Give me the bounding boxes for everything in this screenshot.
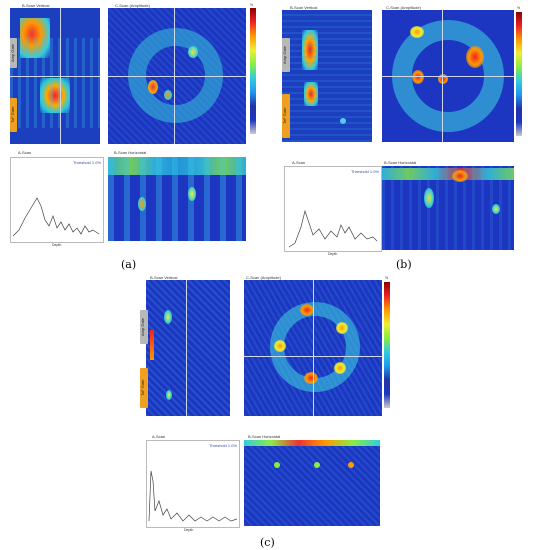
bscan-horizontal-title: B-Scan Horizontal: [114, 150, 147, 155]
colorbar: [516, 12, 522, 136]
bscan-horizontal-view[interactable]: [244, 440, 380, 526]
threshold-label: Threshold 1.0%: [208, 443, 237, 448]
ascan-title: A-Scan: [292, 160, 306, 165]
panel-label: (b): [396, 258, 412, 271]
tof-gate-marker[interactable]: ToF Gate: [10, 98, 17, 132]
bscan-horizontal-view[interactable]: [382, 166, 514, 250]
amp-gate-marker[interactable]: Amp Gate: [10, 38, 17, 68]
bscan-horizontal-title: B-Scan Horizontal: [384, 160, 417, 165]
ascan-plot[interactable]: Threshold 1.0%: [284, 166, 382, 252]
panel-c: B-Scan Vertical Amp Gate ToF Gate C-Scan…: [136, 272, 398, 550]
cscan-title: C-Scan (Amplitude): [115, 3, 150, 8]
colorbar: [384, 282, 390, 408]
amp-gate-marker[interactable]: Amp Gate: [140, 310, 148, 344]
cscan-title: C-Scan (Amplitude): [386, 5, 421, 10]
cscan-view[interactable]: [244, 280, 382, 416]
bscan-vertical-view[interactable]: [10, 8, 100, 144]
ascan-trace: [148, 470, 238, 522]
panel-label: (a): [121, 258, 137, 271]
ascan-title: A-Scan: [152, 434, 166, 439]
bscan-vertical-title: B-Scan Vertical: [150, 275, 178, 280]
ascan-xlabel: Depth: [52, 243, 62, 247]
amp-gate-marker[interactable]: Amp Gate: [282, 38, 290, 72]
panel-a: B-Scan Vertical Amp Gate ToF Gate C-Scan…: [0, 0, 268, 272]
ascan-trace: [12, 197, 100, 237]
threshold-label: Threshold 1.0%: [72, 160, 101, 165]
bscan-vertical-view[interactable]: [282, 10, 372, 142]
tof-gate-marker[interactable]: ToF Gate: [140, 368, 148, 408]
cscan-title: C-Scan (Amplitude): [246, 275, 281, 280]
ascan-xlabel: Depth: [328, 252, 338, 256]
tof-gate-marker[interactable]: ToF Gate: [282, 94, 290, 138]
ascan-title: A-Scan: [18, 150, 32, 155]
threshold-label: Threshold 1.0%: [350, 169, 379, 174]
bscan-vertical-title: B-Scan Vertical: [22, 3, 50, 8]
bscan-horizontal-view[interactable]: [108, 157, 246, 241]
panel-b: B-Scan Vertical Amp Gate ToF Gate C-Scan…: [278, 0, 534, 272]
cscan-view[interactable]: [382, 10, 514, 142]
cscan-view[interactable]: [108, 8, 246, 144]
bscan-vertical-view[interactable]: [146, 280, 230, 416]
bscan-vertical-title: B-Scan Vertical: [290, 5, 318, 10]
ascan-plot[interactable]: Threshold 1.0%: [146, 440, 240, 528]
panel-label: (c): [260, 536, 275, 549]
colorbar: [250, 8, 256, 134]
colorbar-unit: %: [385, 276, 389, 280]
colorbar-unit: %: [250, 3, 254, 7]
ascan-trace: [288, 209, 378, 248]
ascan-xlabel: Depth: [184, 528, 194, 532]
colorbar-unit: %: [517, 6, 521, 10]
ascan-plot[interactable]: Threshold 1.0%: [10, 157, 104, 243]
bscan-horizontal-title: B-Scan Horizontal: [248, 434, 281, 439]
